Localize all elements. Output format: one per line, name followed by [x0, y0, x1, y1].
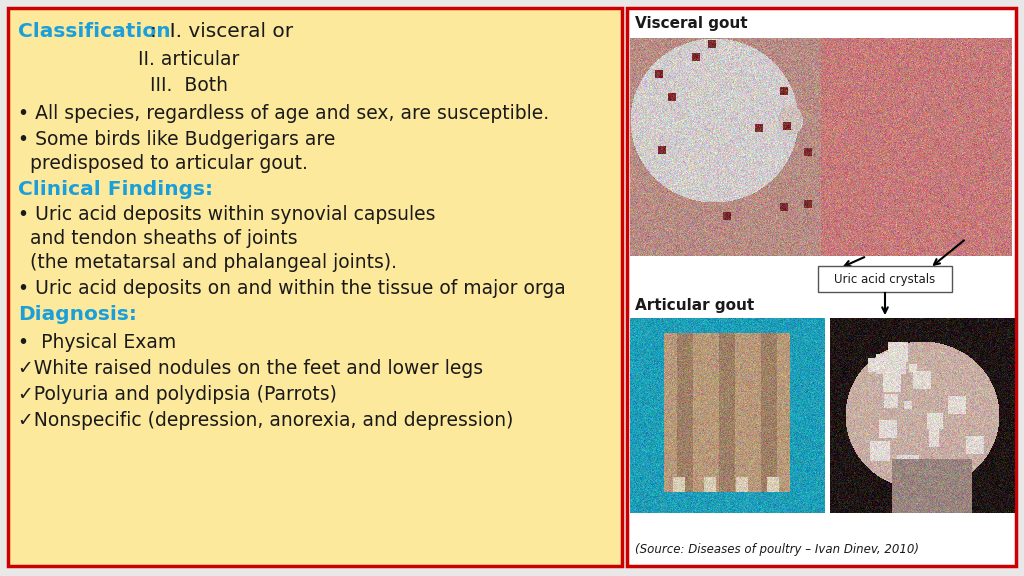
Text: (the metatarsal and phalangeal joints).: (the metatarsal and phalangeal joints).: [18, 253, 397, 272]
Text: • Uric acid deposits within synovial capsules: • Uric acid deposits within synovial cap…: [18, 205, 435, 224]
Text: predisposed to articular gout.: predisposed to articular gout.: [18, 154, 308, 173]
Text: :  I. visceral or: : I. visceral or: [150, 22, 293, 41]
Text: ✓Nonspecific (depression, anorexia, and depression): ✓Nonspecific (depression, anorexia, and …: [18, 411, 513, 430]
Text: III.  Both: III. Both: [18, 76, 228, 95]
Text: Articular gout: Articular gout: [635, 298, 755, 313]
Text: • Uric acid deposits on and within the tissue of major orga: • Uric acid deposits on and within the t…: [18, 279, 565, 298]
Text: Clinical Findings:: Clinical Findings:: [18, 180, 213, 199]
FancyBboxPatch shape: [627, 8, 1016, 566]
Text: ✓Polyuria and polydipsia (Parrots): ✓Polyuria and polydipsia (Parrots): [18, 385, 337, 404]
Text: Visceral gout: Visceral gout: [635, 16, 748, 31]
Text: Uric acid crystals: Uric acid crystals: [835, 272, 936, 286]
Text: •  Physical Exam: • Physical Exam: [18, 333, 176, 352]
Text: ✓White raised nodules on the feet and lower legs: ✓White raised nodules on the feet and lo…: [18, 359, 483, 378]
Text: • All species, regardless of age and sex, are susceptible.: • All species, regardless of age and sex…: [18, 104, 549, 123]
FancyBboxPatch shape: [818, 266, 952, 292]
FancyBboxPatch shape: [8, 8, 622, 566]
Text: Classification: Classification: [18, 22, 171, 41]
Text: Diagnosis:: Diagnosis:: [18, 305, 137, 324]
Text: (Source: Diseases of poultry – Ivan Dinev, 2010): (Source: Diseases of poultry – Ivan Dine…: [635, 543, 919, 556]
Text: • Some birds like Budgerigars are: • Some birds like Budgerigars are: [18, 130, 336, 149]
Text: and tendon sheaths of joints: and tendon sheaths of joints: [18, 229, 298, 248]
Text: II. articular: II. articular: [18, 50, 240, 69]
